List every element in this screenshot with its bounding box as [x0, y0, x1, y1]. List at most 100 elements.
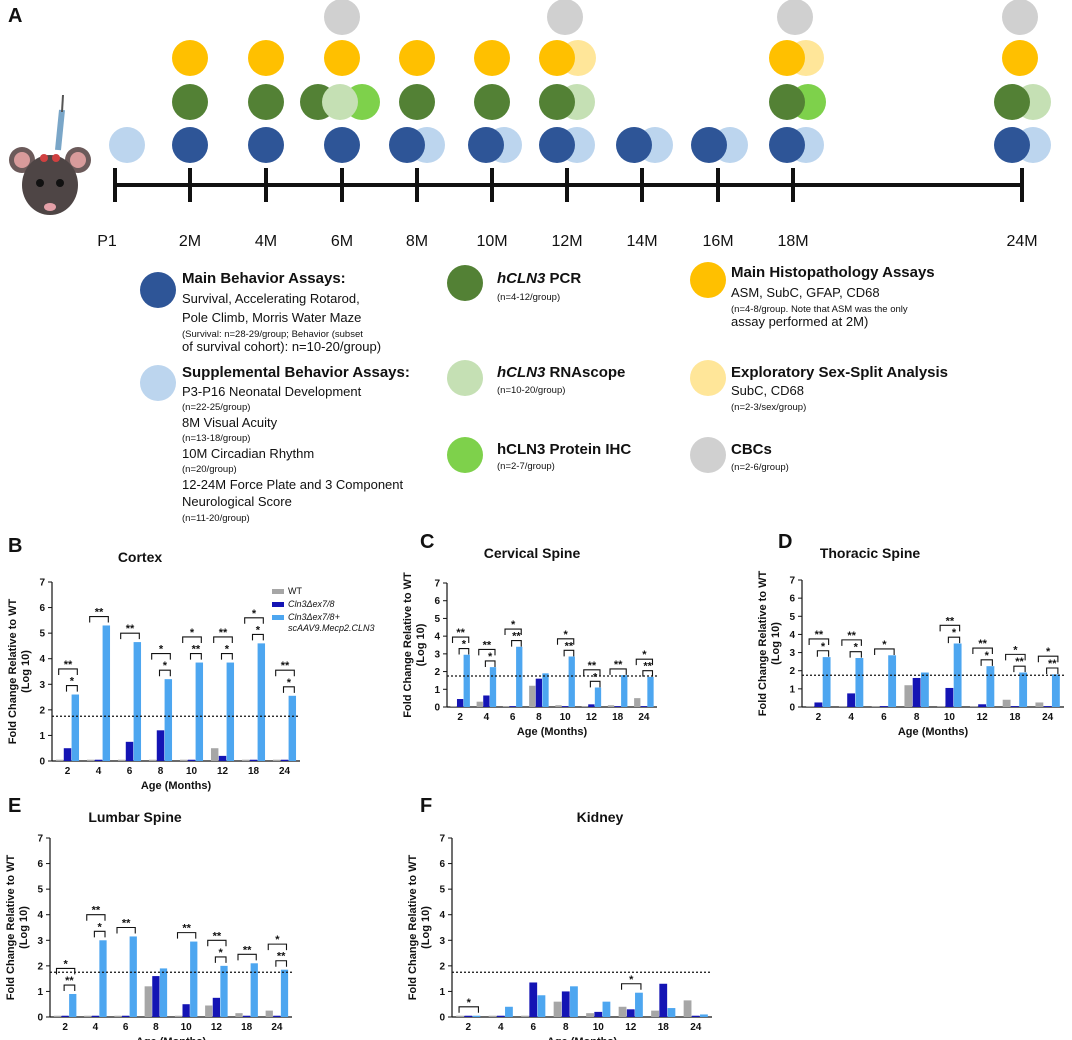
- legend-title-text: CBCs: [731, 441, 772, 458]
- bar: [210, 748, 219, 761]
- bar: [978, 704, 987, 707]
- significance-label: **: [1048, 658, 1057, 670]
- bar: [53, 1015, 62, 1017]
- mouse-icon: [9, 94, 91, 215]
- assay-dot: [547, 0, 583, 35]
- significance-bracket: [1005, 653, 1026, 661]
- legend-dot: [140, 272, 176, 308]
- assay-dot: [474, 40, 510, 76]
- legend-title-text: Main Histopathology Assays: [731, 264, 935, 281]
- bar: [205, 1005, 213, 1017]
- legend-label: Cln3Δex7/8+ scAAV9.Mecp2.CLN3: [288, 612, 375, 633]
- y-tick-label: 6: [789, 594, 795, 605]
- panel-label: E: [8, 795, 21, 817]
- panel-label: B: [8, 535, 22, 557]
- legend-title: Main Histopathology Assays: [731, 264, 935, 281]
- y-tick-label: 5: [789, 612, 795, 623]
- assay-dot: [769, 84, 805, 120]
- significance-label: **: [92, 905, 101, 917]
- y-tick-label: 5: [39, 629, 45, 640]
- x-tick-label: 18: [1009, 712, 1021, 723]
- legend-item: Cln3Δex7/8+ scAAV9.Mecp2.CLN3: [272, 612, 375, 634]
- bar: [121, 1015, 130, 1017]
- significance-bracket: [635, 658, 654, 666]
- y-tick-label: 6: [439, 859, 445, 870]
- bar: [220, 965, 228, 1017]
- significance-bracket: [93, 930, 106, 938]
- legend-line: (n=11-20/group): [182, 513, 250, 524]
- bar: [553, 1001, 562, 1017]
- legend-title-gene: hCLN3: [497, 270, 546, 287]
- bar: [226, 662, 235, 761]
- legend-line: (n=2-6/group): [731, 462, 789, 473]
- bar: [257, 643, 266, 761]
- x-tick-label: 18: [612, 712, 624, 723]
- bar: [700, 1014, 708, 1017]
- bar: [272, 759, 281, 761]
- panel-label: A: [8, 5, 22, 27]
- panel-label: C: [420, 531, 434, 553]
- y-axis-label: (Log 10): [770, 622, 782, 665]
- bar: [463, 654, 470, 707]
- assay-dot: [324, 127, 360, 163]
- bar: [535, 678, 543, 707]
- bar: [182, 1004, 190, 1017]
- bar: [242, 1015, 251, 1017]
- assay-dot: [399, 84, 435, 120]
- legend-title: hCLN3 PCR: [497, 270, 581, 287]
- bar: [1043, 706, 1052, 707]
- significance-bracket: [237, 953, 257, 961]
- y-tick-label: 2: [37, 961, 43, 972]
- timeline-label: 2M: [179, 233, 201, 250]
- significance-label: **: [213, 930, 222, 942]
- significance-label: **: [643, 661, 652, 673]
- bar: [594, 687, 602, 707]
- y-tick-label: 4: [789, 630, 795, 641]
- significance-label: **: [456, 627, 465, 639]
- y-tick-label: 3: [37, 936, 43, 947]
- bar: [195, 662, 204, 761]
- x-tick-label: 2: [457, 712, 463, 723]
- assay-dot: [322, 84, 358, 120]
- significance-label: *: [1013, 644, 1018, 656]
- significance-bracket: [182, 636, 202, 643]
- assay-dot: [769, 40, 805, 76]
- x-tick-label: 12: [586, 712, 598, 723]
- y-axis-label: (Log 10): [415, 623, 427, 666]
- timeline-label: 6M: [331, 233, 353, 250]
- bar: [969, 706, 978, 707]
- legend-title-text: Supplemental Behavior Assays:: [182, 364, 410, 381]
- legend-label: Cln3Δex7/8: [288, 599, 335, 609]
- significance-label: **: [277, 951, 286, 963]
- x-tick-label: 12: [211, 1022, 223, 1033]
- bar: [529, 685, 536, 707]
- significance-label: **: [512, 631, 521, 643]
- x-tick-label: 10: [186, 766, 198, 777]
- bar: [618, 1006, 627, 1017]
- significance-bracket: [874, 648, 895, 655]
- bar: [1010, 706, 1019, 707]
- legend-swatch: [272, 615, 284, 620]
- assay-dot: [109, 127, 145, 163]
- bar: [502, 706, 510, 707]
- x-tick-label: 24: [279, 766, 291, 777]
- bar: [838, 706, 847, 707]
- bar: [561, 991, 570, 1017]
- significance-bracket: [939, 624, 961, 632]
- bar: [822, 657, 831, 707]
- bar: [288, 695, 297, 761]
- bar: [125, 741, 134, 761]
- x-tick-label: 6: [530, 1022, 536, 1033]
- bar: [1035, 702, 1044, 707]
- assay-dot: [248, 84, 284, 120]
- bar: [1002, 699, 1011, 707]
- bar: [159, 968, 168, 1017]
- legend-dot: [690, 360, 726, 396]
- legend-label: WT: [288, 586, 302, 596]
- bar: [86, 759, 95, 761]
- y-tick-label: 6: [39, 603, 45, 614]
- significance-label: **: [1015, 656, 1024, 668]
- y-tick-label: 1: [39, 731, 45, 742]
- significance-label: *: [252, 608, 257, 620]
- assay-dot: [691, 127, 727, 163]
